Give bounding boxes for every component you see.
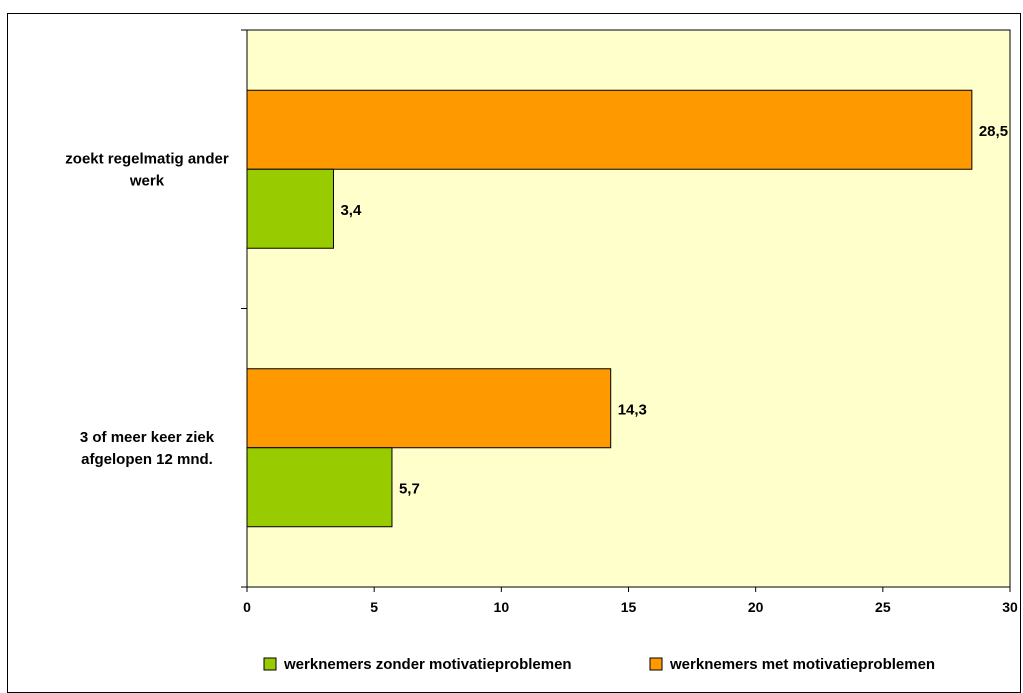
data-label: 5,7 [399, 480, 420, 497]
x-tick-label: 0 [243, 599, 251, 615]
category-label: zoekt regelmatig ander werk [65, 150, 229, 189]
bar [246, 168, 334, 249]
axes [241, 29, 1011, 592]
bars [246, 89, 973, 528]
legend-swatch [649, 657, 663, 671]
legend: werknemers zonder motivatieproblemen werk… [263, 656, 935, 673]
x-tick-label: 10 [494, 599, 510, 615]
x-tick-label: 20 [748, 599, 764, 615]
bar [246, 89, 973, 170]
data-label: 14,3 [618, 401, 647, 418]
labels: 0 5 10 15 20 25 30 28,5 3,4 zoekt regelmatig ande… [65, 123, 1018, 615]
bar [246, 447, 393, 528]
x-tick-label: 5 [370, 599, 378, 615]
data-label: 3,4 [340, 202, 362, 219]
legend-label: werknemers met motivatieproblemen [669, 656, 935, 673]
bar [246, 368, 612, 449]
data-label: 28,5 [979, 123, 1008, 140]
x-tick-label: 15 [621, 599, 637, 615]
legend-swatch [263, 657, 277, 671]
x-tick-label: 30 [1002, 599, 1018, 615]
legend-label: werknemers zonder motivatieproblemen [283, 656, 572, 673]
category-label: 3 of meer keer ziek afgelopen 12 mnd. [80, 429, 215, 468]
x-tick-label: 25 [875, 599, 891, 615]
